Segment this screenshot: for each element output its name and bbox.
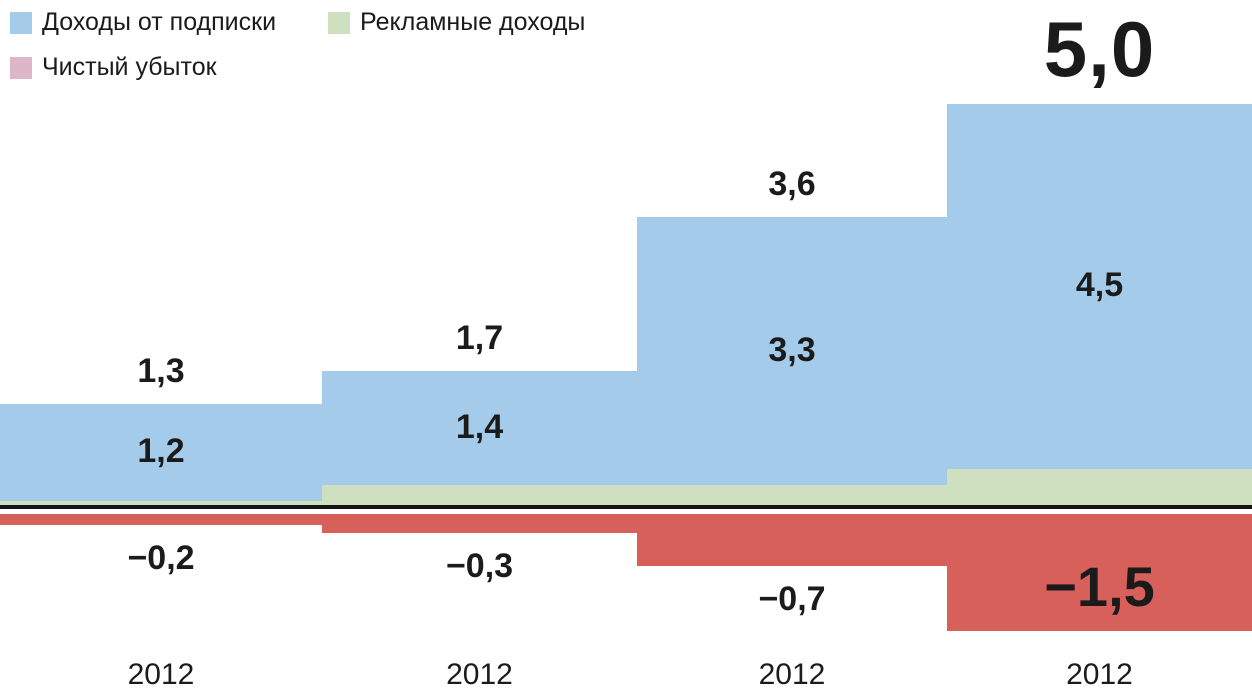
bar-advertising-revenue bbox=[0, 500, 322, 509]
subscription-value-label: 1,2 bbox=[137, 432, 185, 471]
x-axis-label: 2012 bbox=[1066, 658, 1133, 691]
bar-net-loss bbox=[637, 514, 947, 566]
subscription-value-label: 1,4 bbox=[455, 408, 504, 446]
legend-swatch-icon bbox=[10, 56, 32, 79]
bar-subscription-revenue bbox=[947, 104, 1252, 469]
loss-value-label: −0,2 bbox=[127, 539, 195, 578]
total-value-label: 1,7 bbox=[455, 319, 504, 358]
loss-value-label: −0,3 bbox=[445, 547, 514, 586]
legend-label: Доходы от подписки bbox=[42, 8, 277, 36]
legend-item: Рекламные доходы bbox=[328, 8, 585, 37]
zero-baseline bbox=[0, 505, 1252, 509]
loss-value-label: −1,5 bbox=[1044, 555, 1155, 618]
subscription-value-label: 3,3 bbox=[768, 331, 816, 370]
loss-value-label: −0,7 bbox=[758, 579, 826, 618]
legend-label: Чистый убыток bbox=[42, 53, 217, 81]
total-value-label: 1,3 bbox=[137, 351, 185, 390]
bar-advertising-revenue bbox=[947, 468, 1252, 509]
legend-swatch-icon bbox=[10, 11, 32, 34]
chart-legend: Доходы от подписки Рекламные доходы Чистый… bbox=[10, 8, 690, 82]
subscription-value-label: 4,5 bbox=[1075, 266, 1124, 305]
legend-item: Чистый убыток bbox=[10, 53, 217, 82]
x-axis-label: 2012 bbox=[446, 658, 513, 691]
x-axis-label: 2012 bbox=[127, 658, 195, 691]
bar-advertising-revenue bbox=[322, 484, 637, 509]
bar-net-loss bbox=[947, 514, 1252, 631]
x-axis-label: 2012 bbox=[758, 658, 826, 691]
legend-swatch-icon bbox=[328, 11, 351, 34]
legend-label: Рекламные доходы bbox=[360, 8, 586, 36]
bar-net-loss bbox=[0, 514, 322, 526]
bar-subscription-revenue bbox=[0, 403, 322, 501]
bar-subscription-revenue bbox=[637, 217, 947, 485]
bar-subscription-revenue bbox=[322, 371, 637, 485]
legend-item: Доходы от подписки bbox=[10, 8, 276, 37]
total-value-label: 5,0 bbox=[1043, 5, 1156, 93]
total-value-label: 3,6 bbox=[768, 165, 816, 204]
bar-advertising-revenue bbox=[637, 484, 947, 509]
bar-net-loss bbox=[322, 514, 637, 534]
